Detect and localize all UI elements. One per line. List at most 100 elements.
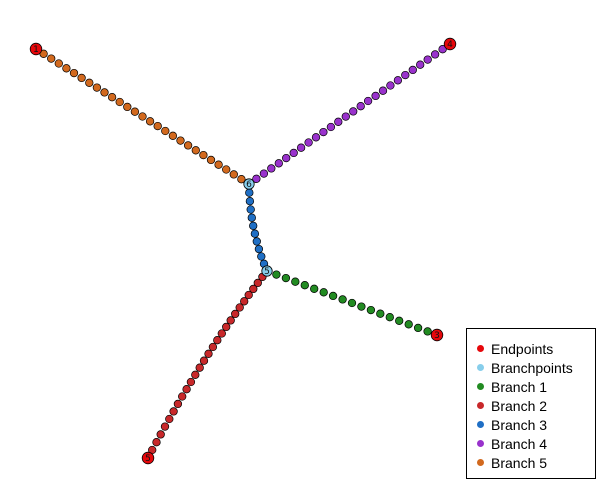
endpoint-1-label: 1 [33, 45, 39, 55]
branch-3-point [250, 229, 260, 238]
branch-5-point [214, 160, 223, 169]
branch-5 [39, 49, 246, 184]
branch-2-point [249, 284, 258, 294]
legend-item-branch-4: Branch 4 [477, 434, 595, 453]
branch-4-point [267, 164, 276, 173]
legend-item-branch-1: Branch 1 [477, 377, 595, 396]
branch-5-point [62, 64, 71, 73]
legend-item-branch-3: Branch 3 [477, 415, 595, 434]
branch-1-point [404, 320, 413, 329]
branch-1 [272, 270, 432, 336]
branch-4-point [371, 91, 380, 101]
endpoint-5-node: 5 [141, 451, 155, 465]
branch-1-point [366, 305, 376, 315]
legend-label-branchpoints: Branchpoints [491, 359, 573, 376]
legend-marker-branch-4 [477, 440, 484, 447]
legend-item-branch-5: Branch 5 [477, 453, 595, 472]
branch-1-point [319, 288, 328, 297]
branch-4-point [416, 60, 425, 69]
branch-5-point [168, 131, 178, 140]
branch-5-point [107, 93, 117, 102]
branch-4-point [363, 96, 373, 106]
branch-3-point [252, 237, 261, 246]
branch-2-point [199, 356, 209, 365]
branch-5-point [130, 107, 140, 116]
branch-5-point [176, 136, 185, 145]
branch-4 [252, 45, 447, 183]
branch-5-point [191, 146, 200, 155]
branchpoint-5-node: 5 [261, 265, 273, 277]
branch-2-point [186, 377, 196, 387]
branchpoint-5-marker [261, 265, 273, 277]
branch-2-point [222, 322, 231, 332]
branch-5-point [153, 121, 162, 131]
branch-5-point [123, 102, 132, 112]
endpoint-3-marker [430, 328, 444, 342]
endpoint-3-node: 3 [430, 328, 444, 342]
branch-3-point [246, 205, 255, 214]
branch-2-point [240, 297, 249, 306]
legend-marker-branch-2 [477, 402, 484, 409]
branch-4-point [252, 174, 261, 183]
branch-1-point [281, 273, 291, 283]
branch-2-point [253, 278, 262, 288]
branch-2-point [160, 422, 170, 431]
legend-item-endpoints: Endpoints [477, 339, 595, 358]
branch-5-point [77, 73, 86, 83]
branchpoint-6-node: 6 [243, 178, 255, 190]
branch-4-point [319, 127, 328, 137]
branch-4-point [296, 143, 306, 152]
legend-marker-branch-3 [477, 421, 484, 428]
branch-5-point [183, 141, 193, 150]
branchpoint-6-label: 6 [246, 180, 252, 190]
branch-5-point [47, 54, 56, 63]
legend-label-endpoints: Endpoints [491, 340, 554, 357]
branch-3-point [249, 221, 258, 230]
endpoint-1-node: 1 [29, 42, 43, 56]
branches-layer [39, 45, 447, 455]
branch-5-point [161, 126, 170, 136]
branch-4-point [430, 50, 440, 59]
branch-5-point [199, 150, 208, 160]
branch-2-point [191, 370, 200, 379]
branch-4-point [356, 102, 365, 111]
branch-2-point [235, 303, 244, 312]
branch-4-point [341, 112, 350, 121]
branch-4-point [438, 45, 447, 54]
endpoint-3-label: 3 [434, 331, 440, 341]
legend-marker-branch-1 [477, 383, 484, 390]
branch-4-point [274, 159, 283, 168]
branch-2-point [156, 430, 165, 439]
branch-2-point [165, 414, 174, 424]
branch-2-point [213, 336, 222, 345]
legend-label-branch-5: Branch 5 [491, 454, 548, 471]
branch-2-point [169, 407, 178, 416]
branch-3-point [254, 244, 264, 254]
branch-4-point [393, 76, 403, 85]
branch-5-point [237, 175, 246, 184]
branch-5-point [69, 68, 79, 78]
endpoint-5-label: 5 [145, 454, 151, 464]
endpoint-1-marker [29, 42, 43, 56]
branch-2-point [182, 385, 191, 394]
branch-5-point [100, 88, 109, 97]
branch-2-point [178, 392, 187, 401]
branch-3-point [247, 213, 256, 222]
branch-2-point [231, 309, 240, 319]
branch-2-point [173, 399, 183, 409]
branch-5-point [138, 112, 147, 121]
legend-item-branchpoints: Branchpoints [477, 358, 595, 377]
branch-3-point [257, 252, 266, 261]
branch-2-point [217, 329, 226, 338]
branch-2-point [152, 438, 161, 447]
branch-5-point [92, 83, 102, 92]
branch-2-point [226, 316, 235, 325]
branch-1-point [423, 327, 432, 336]
branch-4-point [259, 169, 269, 178]
branch-4-point [423, 55, 432, 64]
branch-1-point [272, 270, 281, 279]
branch-1-point [310, 284, 319, 293]
branchpoint-6-marker [243, 178, 255, 190]
endpoint-4-marker [443, 37, 457, 51]
branch-3-point [245, 197, 255, 206]
